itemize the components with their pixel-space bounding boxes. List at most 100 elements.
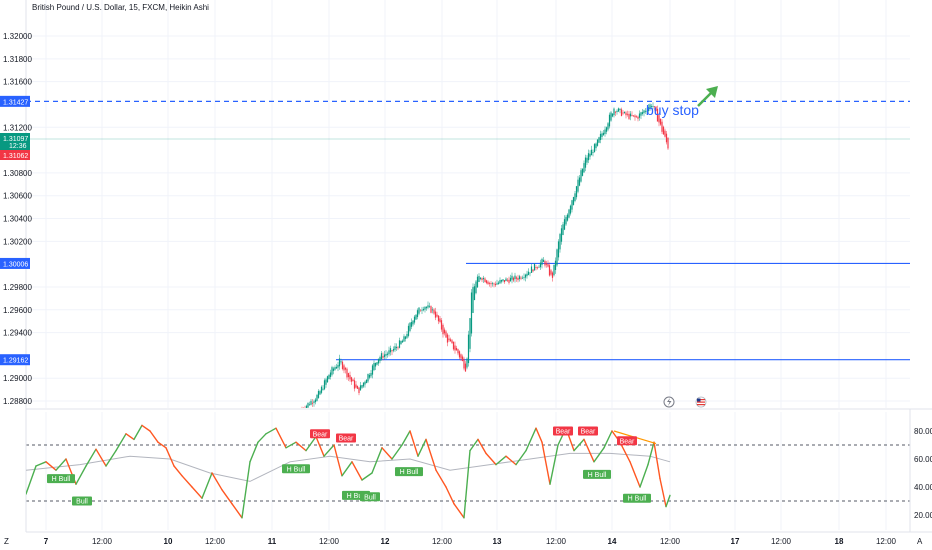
oscillator-segment xyxy=(505,455,517,466)
candle-body xyxy=(643,110,645,114)
timezone-icon[interactable]: Z xyxy=(4,537,9,546)
candle-body xyxy=(428,305,431,307)
oscillator-segment xyxy=(157,441,167,449)
candle-body xyxy=(547,263,549,267)
candle-body xyxy=(421,309,423,311)
oscillator-segment xyxy=(463,449,471,519)
candle-body xyxy=(500,279,503,282)
price-axis[interactable]: 1.32000 1.31800 1.31600 1.31200 1.30800 1.306… xyxy=(3,32,32,406)
candle-body xyxy=(536,267,539,269)
oscillator-segment xyxy=(485,452,497,466)
candle-body xyxy=(389,348,392,353)
candle-body xyxy=(529,272,531,274)
candle-body xyxy=(412,320,414,325)
level-price-tag xyxy=(0,257,30,269)
candle-body xyxy=(482,277,485,280)
candle-body xyxy=(590,149,593,156)
candle-body xyxy=(356,386,359,389)
oscillator-segment xyxy=(241,461,251,519)
candle-body xyxy=(622,112,624,114)
candle-body xyxy=(463,358,465,369)
candle-body xyxy=(550,270,552,275)
us-flag-icon[interactable] xyxy=(695,396,707,408)
candle-body xyxy=(559,234,561,250)
candle-body xyxy=(358,387,360,394)
oscillator-segment xyxy=(257,433,267,443)
candle-body xyxy=(659,118,662,125)
bar-countdown-text: 12:36 xyxy=(9,143,27,150)
bull-label-text: Bull xyxy=(364,494,376,501)
chart-title: British Pound / U.S. Dollar, 15, FXCM, H… xyxy=(32,3,209,12)
candle-body xyxy=(667,137,669,149)
candle-body xyxy=(397,347,399,349)
oscillator-segment xyxy=(265,427,277,435)
bear-label-badge xyxy=(553,426,573,436)
candle-body xyxy=(499,280,501,284)
current-price-tag xyxy=(0,132,30,150)
candle-body xyxy=(310,400,312,405)
candle-body xyxy=(379,357,381,362)
lightning-icon[interactable] xyxy=(663,396,675,408)
candle-body xyxy=(580,170,582,182)
candle-body xyxy=(385,354,387,356)
candle-body xyxy=(655,106,657,111)
candle-body xyxy=(364,381,366,385)
candle-body xyxy=(578,177,581,186)
candle-body xyxy=(661,121,663,132)
candle-body xyxy=(584,157,587,168)
candle-body xyxy=(457,349,459,354)
time-tick-label: 12:00 xyxy=(319,537,340,546)
candle-body xyxy=(362,382,365,387)
oscillator-segment xyxy=(515,449,527,466)
oscillator-segment xyxy=(477,438,487,455)
candle-body xyxy=(508,279,510,283)
candle-body xyxy=(652,106,654,108)
candle-body xyxy=(512,277,515,281)
candle-body xyxy=(589,153,591,157)
candle-body xyxy=(328,374,330,380)
oscillator-segment xyxy=(409,430,419,457)
price-tick-label: 1.32000 xyxy=(3,32,32,41)
candle-body xyxy=(443,329,446,334)
oscillator-segment xyxy=(417,438,427,457)
auto-scale-icon[interactable]: A xyxy=(917,537,923,546)
candle-body xyxy=(599,133,602,140)
candle-body xyxy=(403,336,405,342)
oscillator-axis[interactable]: 80.00 60.00 40.00 20.00 xyxy=(914,427,932,520)
candle-body xyxy=(373,363,375,371)
bull-label-text: Bull xyxy=(76,499,88,506)
oscillator-segment xyxy=(629,461,641,488)
price-tick-label: 1.30800 xyxy=(3,169,32,178)
candle-body xyxy=(619,108,621,110)
candle-body xyxy=(464,363,467,372)
oscillator-segment xyxy=(149,430,159,443)
candle-body xyxy=(430,306,432,313)
candle-body xyxy=(535,267,537,268)
oscillator-segment xyxy=(647,441,655,466)
candle-body xyxy=(511,275,513,280)
candle-body xyxy=(601,133,603,137)
candle-body xyxy=(442,324,444,335)
current-price-text: 1.31097 xyxy=(3,136,28,143)
bear-label-text: Bear xyxy=(620,438,635,445)
candle-body xyxy=(518,276,521,280)
candle-body xyxy=(598,137,600,143)
oscillator-segment xyxy=(541,441,551,485)
time-axis[interactable]: 7 12:00 10 12:00 11 12:00 12 12:00 13 12:00 14 12:0… xyxy=(44,537,897,546)
oscillator-segment xyxy=(115,433,127,452)
candle-body xyxy=(538,266,540,268)
candle-body xyxy=(577,179,579,192)
candle-body xyxy=(490,283,492,285)
candle-body xyxy=(530,266,533,273)
candle-body xyxy=(551,272,554,278)
candle-body xyxy=(391,350,393,352)
candle-body xyxy=(427,305,429,308)
candle-body xyxy=(407,325,410,336)
candle-body xyxy=(410,322,413,327)
oscillator-segment xyxy=(535,427,543,443)
candle-body xyxy=(541,258,543,265)
candle-body xyxy=(506,279,509,281)
candle-body xyxy=(413,316,416,323)
